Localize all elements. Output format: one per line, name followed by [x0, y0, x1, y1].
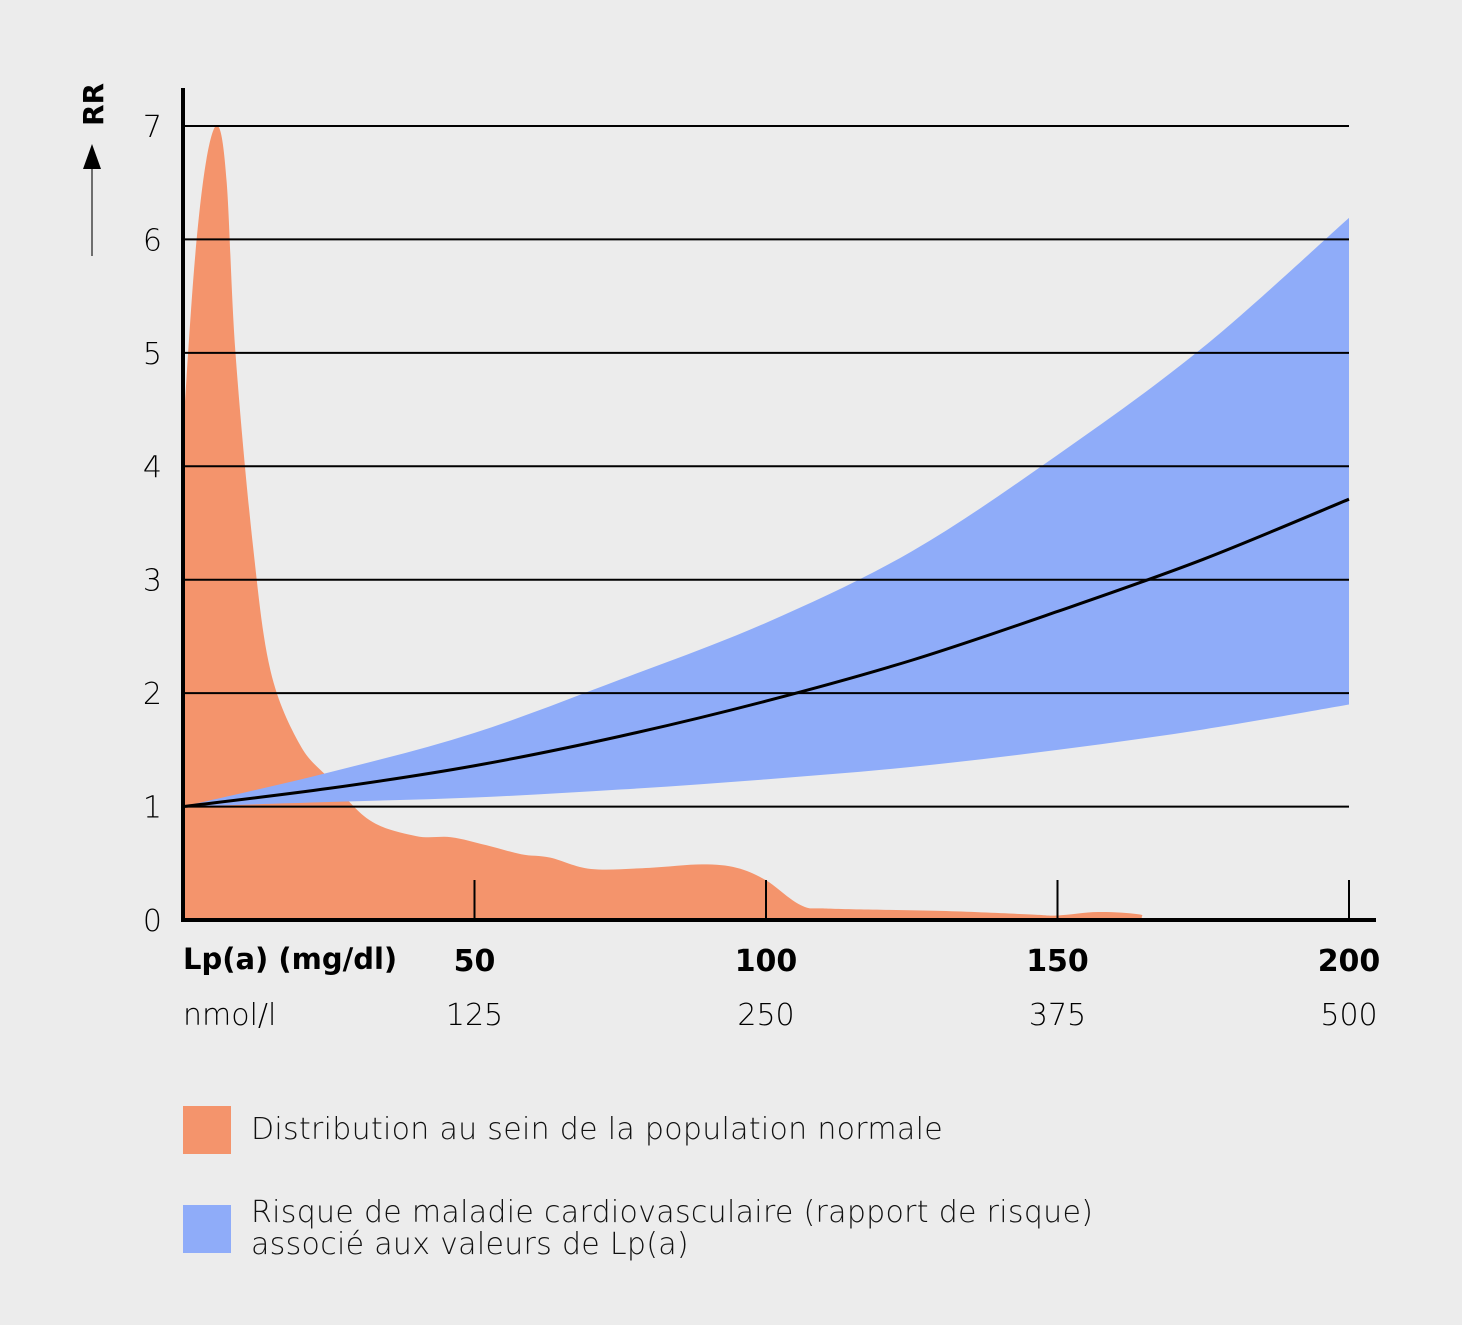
y-tick-label: 4: [143, 450, 162, 485]
x-tick-label-secondary: 125: [446, 998, 503, 1033]
y-tick-label: 1: [143, 791, 162, 826]
x-tick-label-secondary: 250: [737, 998, 794, 1033]
arrow-up-icon: [83, 144, 101, 169]
legend-label-distribution: Distribution au sein de la population no…: [251, 1112, 944, 1147]
y-tick-label: 6: [143, 223, 162, 258]
y-tick-label: 2: [143, 677, 162, 712]
legend-label-risk: Risque de maladie cardiovasculaire (rapp…: [251, 1197, 1093, 1261]
x-tick-label: 100: [735, 944, 798, 979]
legend-item-risk: Risque de maladie cardiovasculaire (rapp…: [183, 1197, 1093, 1261]
risk-center-line: [182, 497, 1350, 809]
legend-item-distribution: Distribution au sein de la population no…: [183, 1106, 943, 1154]
x-axis-label: Lp(a) (mg/dl): [183, 942, 397, 976]
y-tick-label: 3: [143, 564, 162, 599]
x-tick-label: 50: [454, 944, 496, 979]
y-tick-label: 5: [143, 337, 162, 372]
legend-label-risk-line2: associé aux valeurs de Lp(a): [251, 1227, 689, 1262]
x-tick-label: 150: [1026, 944, 1089, 979]
legend-swatch-risk: [183, 1205, 231, 1253]
y-axis-label: RR: [77, 83, 110, 126]
legend-swatch-distribution: [183, 1106, 231, 1154]
risk-band: [183, 217, 1349, 807]
x-axis-label-secondary: nmol/l: [183, 998, 276, 1033]
distribution-area: [183, 125, 1349, 921]
x-tick-label-secondary: 500: [1320, 998, 1377, 1033]
y-tick-label: 7: [143, 110, 162, 145]
legend-label-risk-line1: Risque de maladie cardiovasculaire (rapp…: [251, 1195, 1094, 1230]
y-tick-label: 0: [143, 904, 162, 939]
x-tick-label: 200: [1318, 944, 1381, 979]
x-tick-label-secondary: 375: [1029, 998, 1086, 1033]
